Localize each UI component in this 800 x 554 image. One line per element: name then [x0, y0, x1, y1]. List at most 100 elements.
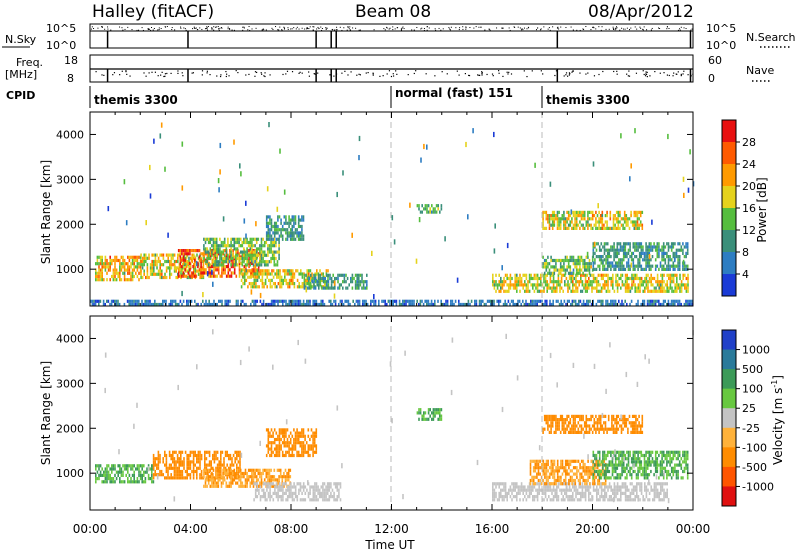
heatmap-cell: [153, 266, 155, 270]
heatmap-cell: [128, 258, 131, 263]
heatmap-cell: [610, 267, 612, 271]
heatmap-cell: [196, 469, 198, 474]
heatmap-cell: [280, 228, 282, 232]
heatmap-cell: [543, 226, 546, 230]
heatmap-cell: [272, 434, 274, 438]
heatmap-cell: [633, 220, 636, 224]
heatmap-cell: [235, 240, 237, 245]
heatmap-cell: [496, 299, 498, 303]
heatmap-cell: [629, 264, 631, 268]
heatmap-cell: [204, 457, 206, 461]
heatmap-cell: [269, 453, 271, 458]
heatmap-cell: [571, 220, 573, 224]
heatmap-cell: [264, 272, 267, 276]
heatmap-cell: [297, 221, 300, 225]
heatmap-cell: [155, 302, 158, 307]
heatmap-cell: [162, 299, 164, 303]
heatmap-cell: [270, 234, 273, 238]
heatmap-cell: [170, 256, 173, 260]
heatmap-cell: [571, 271, 573, 275]
heatmap-cell: [225, 481, 228, 485]
heatmap-cell: [209, 478, 212, 482]
heatmap-cell: [638, 217, 640, 221]
heatmap-cell: [159, 263, 161, 267]
heatmap-cell: [271, 478, 274, 482]
heatmap-cell: [648, 280, 651, 284]
heatmap-cell: [188, 460, 190, 464]
heatmap-cell: [535, 286, 537, 290]
heatmap-cell: [346, 286, 349, 290]
heatmap-cell: [322, 272, 324, 276]
heatmap-cell: [528, 276, 531, 281]
heatmap-cell: [269, 278, 272, 282]
heatmap-cell: [674, 286, 676, 290]
heatmap-cell: [278, 450, 281, 454]
heatmap-cell: [139, 470, 142, 474]
heatmap-cell: [301, 275, 304, 279]
heatmap-cell: [322, 276, 325, 281]
heatmap-cell: [262, 260, 264, 264]
heatmap-cell: [661, 258, 663, 262]
heatmap-cell: [302, 237, 305, 241]
heatmap-cell: [346, 276, 349, 281]
heatmap-cell: [343, 276, 346, 281]
heatmap-cell: [638, 226, 640, 230]
heatmap-cell: [392, 299, 394, 303]
heatmap-cell: [579, 255, 581, 259]
nsky-dot: [248, 26, 250, 28]
heatmap-cell: [120, 278, 123, 282]
heatmap-cell: [178, 460, 180, 464]
heatmap-cell: [119, 274, 121, 279]
heatmap-cell: [117, 473, 119, 477]
heatmap-cell: [607, 273, 609, 277]
heatmap-cell: [192, 271, 194, 275]
heatmap-cell: [480, 299, 482, 303]
heatmap-cell: [293, 453, 295, 458]
heatmap-cell: [273, 253, 276, 257]
heatmap-cell: [637, 302, 639, 307]
heatmap-cell: [223, 466, 225, 470]
heatmap-cell: [214, 249, 217, 253]
heatmap-cell: [498, 485, 500, 489]
heatmap-cell: [351, 280, 354, 284]
nsky-dot: [592, 26, 594, 28]
heatmap-cell: [587, 299, 590, 303]
heatmap-cell: [555, 217, 557, 221]
heatmap-cell: [218, 466, 220, 470]
nsky-dot: [349, 26, 351, 28]
nave-dot: [526, 75, 528, 78]
heatmap-cell: [296, 228, 298, 232]
heatmap-cell: [275, 447, 278, 451]
nave-dot: [666, 74, 669, 76]
heatmap-cell: [216, 463, 219, 467]
heatmap-cell: [630, 214, 632, 218]
heatmap-cell: [458, 302, 460, 307]
heatmap-cell: [149, 299, 151, 303]
heatmap-cell: [325, 495, 327, 499]
heatmap-cell: [326, 286, 328, 290]
heatmap-cell: [255, 253, 258, 257]
heatmap-cell: [302, 434, 305, 438]
heatmap-cell: [274, 485, 276, 489]
heatmap-cell: [276, 478, 279, 482]
heatmap-cell: [582, 226, 584, 230]
heatmap-cell: [283, 431, 286, 435]
heatmap-cell: [416, 204, 419, 208]
heatmap-cell: [421, 210, 423, 214]
nsky-dot: [358, 29, 360, 31]
heatmap-cell: [204, 260, 207, 264]
heatmap-cell: [291, 299, 294, 303]
heatmap-cell: [551, 271, 554, 275]
heatmap-cell: [112, 467, 115, 471]
heatmap-cell: [419, 210, 422, 214]
heatmap-cell: [576, 286, 579, 290]
heatmap-cell: [506, 242, 509, 249]
heatmap-cell: [542, 262, 544, 266]
heatmap-cell: [277, 224, 279, 229]
heatmap-cell: [223, 471, 226, 476]
heatmap-cell: [172, 253, 174, 257]
heatmap-cell: [307, 434, 310, 438]
heatmap-cell: [238, 252, 241, 256]
heatmap-cell: [195, 274, 198, 278]
heatmap-cell: [588, 223, 591, 227]
